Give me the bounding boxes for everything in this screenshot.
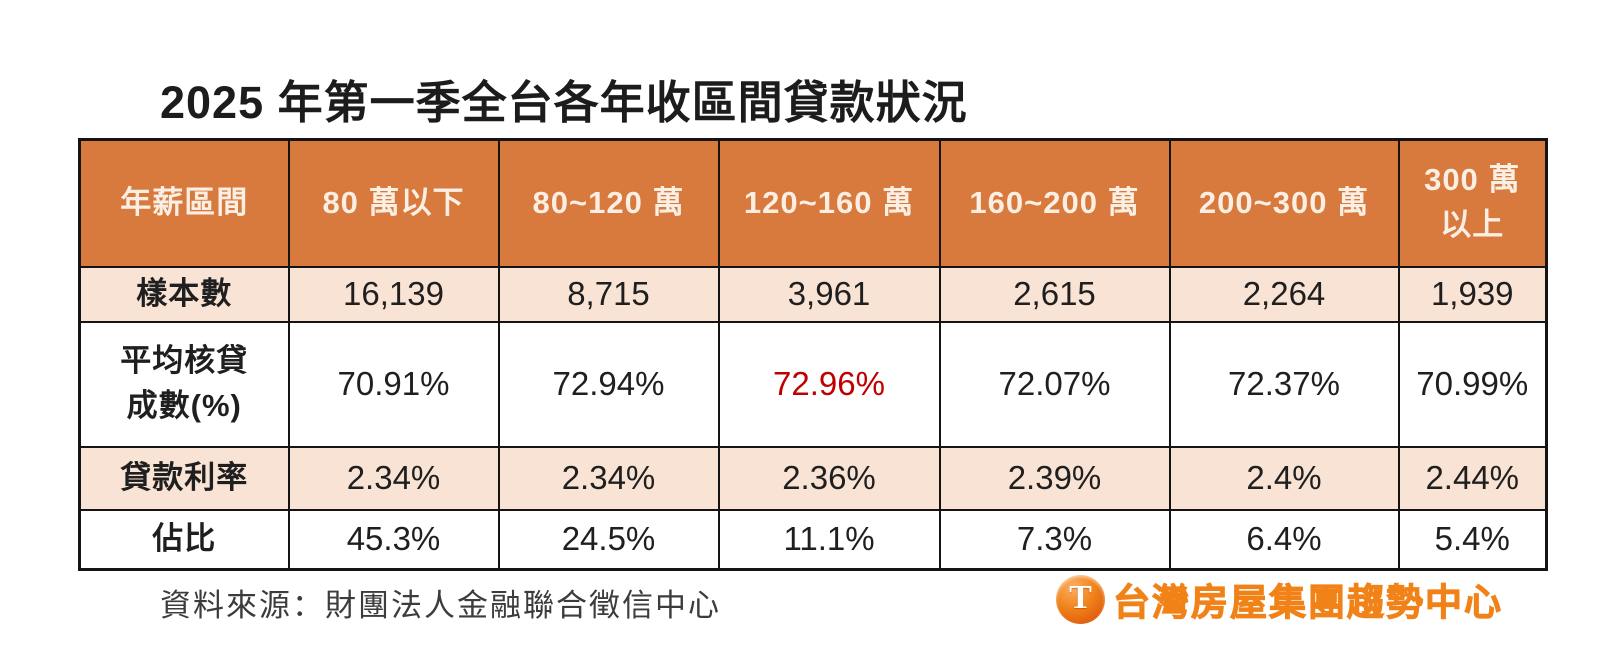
table-row-avg-ltv: 平均核貸 成數(%) 70.91% 72.94% 72.96% 72.07% 7…	[78, 320, 1548, 448]
table-header-row: 年薪區間 80 萬以下 80~120 萬 120~160 萬 160~200 萬…	[78, 138, 1548, 268]
column-header-120-160: 120~160 萬	[717, 138, 941, 268]
table-row-share: 佔比 45.3% 24.5% 11.1% 7.3% 6.4% 5.4%	[78, 508, 1548, 571]
cell-samples-160-200: 2,615	[938, 265, 1171, 323]
cell-rate-over-300: 2.44%	[1397, 445, 1548, 511]
cell-ltv-under-80: 70.91%	[287, 320, 500, 448]
brand-logo: T 台灣房屋集團趨勢中心	[1056, 572, 1503, 626]
column-header-under-80: 80 萬以下	[287, 138, 500, 268]
cell-ltv-120-160-highlighted: 72.96%	[717, 320, 941, 448]
row-label-loan-rate: 貸款利率	[78, 445, 290, 511]
brand-logo-text: 台灣房屋集團趨勢中心	[1113, 582, 1503, 624]
cell-share-120-160: 11.1%	[717, 508, 941, 571]
column-header-80-120: 80~120 萬	[497, 138, 720, 268]
column-header-over-300: 300 萬 以上	[1397, 138, 1548, 268]
page-title: 2025 年第一季全台各年收區間貸款狀況	[160, 77, 968, 128]
taiwan-housing-logo-icon: T	[1056, 574, 1105, 624]
cell-rate-160-200: 2.39%	[938, 445, 1171, 511]
cell-samples-120-160: 3,961	[717, 265, 941, 323]
cell-samples-80-120: 8,715	[497, 265, 720, 323]
cell-samples-200-300: 2,264	[1168, 265, 1400, 323]
cell-share-80-120: 24.5%	[497, 508, 720, 571]
column-header-160-200: 160~200 萬	[938, 138, 1171, 268]
loan-statistics-table: 年薪區間 80 萬以下 80~120 萬 120~160 萬 160~200 萬…	[78, 138, 1548, 571]
column-header-salary-range: 年薪區間	[78, 138, 290, 268]
cell-samples-under-80: 16,139	[287, 265, 500, 323]
cell-share-160-200: 7.3%	[938, 508, 1171, 571]
cell-ltv-200-300: 72.37%	[1168, 320, 1400, 448]
cell-share-over-300: 5.4%	[1397, 508, 1548, 571]
row-label-samples: 樣本數	[78, 265, 290, 323]
cell-share-under-80: 45.3%	[287, 508, 500, 571]
column-header-200-300: 200~300 萬	[1168, 138, 1400, 268]
row-label-avg-ltv: 平均核貸 成數(%)	[78, 320, 290, 448]
cell-rate-under-80: 2.34%	[287, 445, 500, 511]
cell-ltv-over-300: 70.99%	[1397, 320, 1548, 448]
cell-rate-120-160: 2.36%	[717, 445, 941, 511]
table-row-samples: 樣本數 16,139 8,715 3,961 2,615 2,264 1,939	[78, 265, 1548, 323]
cell-rate-80-120: 2.34%	[497, 445, 720, 511]
row-label-share: 佔比	[78, 508, 290, 571]
cell-samples-over-300: 1,939	[1397, 265, 1548, 323]
data-source-note: 資料來源：財團法人金融聯合徵信中心	[160, 588, 721, 623]
logo-t-glyph: T	[1069, 579, 1092, 616]
cell-rate-200-300: 2.4%	[1168, 445, 1400, 511]
table-row-loan-rate: 貸款利率 2.34% 2.34% 2.36% 2.39% 2.4% 2.44%	[78, 445, 1548, 511]
cell-ltv-80-120: 72.94%	[497, 320, 720, 448]
cell-ltv-160-200: 72.07%	[938, 320, 1171, 448]
cell-share-200-300: 6.4%	[1168, 508, 1400, 571]
